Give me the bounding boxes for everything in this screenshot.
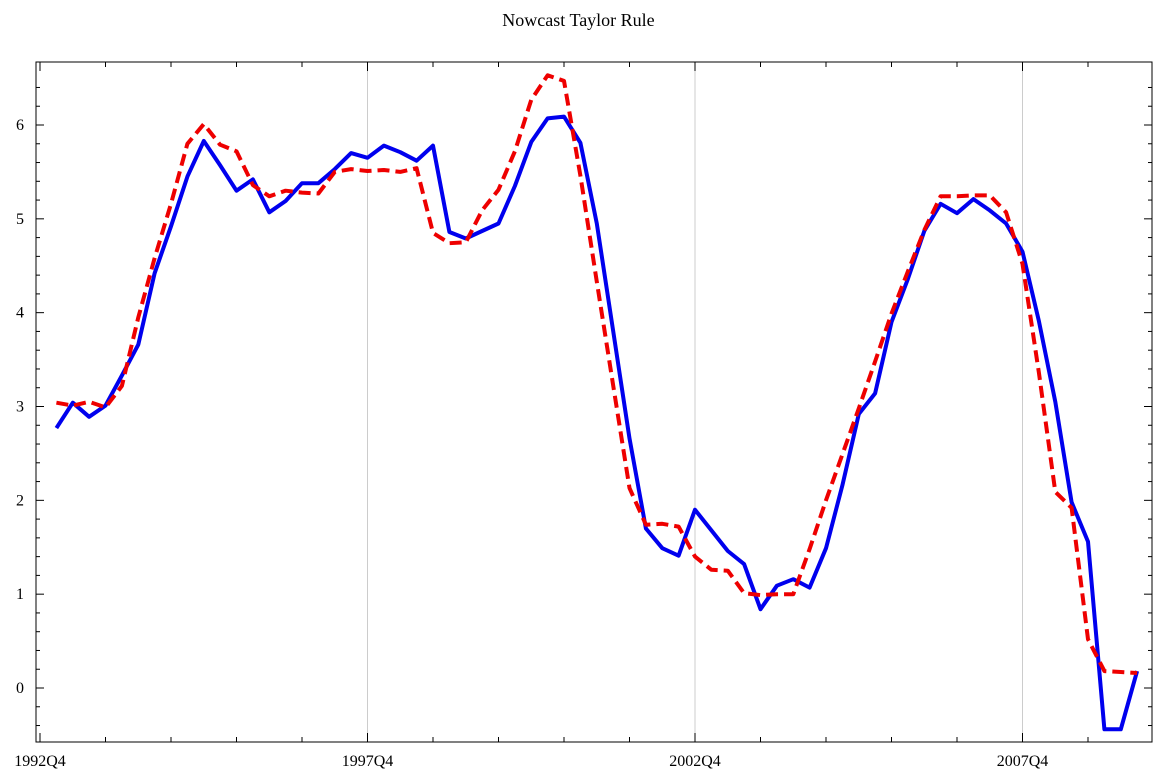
series-line-blue-solid bbox=[54, 114, 1140, 732]
x-tick-label: 1997Q4 bbox=[342, 753, 394, 770]
x-tick-label: 2002Q4 bbox=[669, 753, 721, 770]
series-line-red-dashed bbox=[56, 73, 1138, 675]
x-tick-labels: 1992Q4 1997Q4 2002Q4 2007Q4 bbox=[14, 753, 1048, 770]
x-tick-label: 2007Q4 bbox=[997, 753, 1049, 770]
y-tick-label: 4 bbox=[16, 305, 24, 322]
x-tick-label: 1992Q4 bbox=[14, 753, 66, 770]
series-lines bbox=[54, 73, 1140, 732]
y-tick-label: 0 bbox=[16, 680, 24, 697]
y-tick-label: 3 bbox=[16, 399, 24, 416]
plot-frame bbox=[35, 61, 1153, 743]
y-tick-label: 6 bbox=[16, 117, 24, 134]
y-tick-label: 5 bbox=[16, 211, 24, 228]
y-tick-label: 1 bbox=[16, 586, 24, 603]
grid-lines bbox=[367, 62, 1023, 742]
axis-ticks bbox=[36, 62, 1152, 742]
y-tick-labels: 0 1 2 3 4 5 6 bbox=[16, 117, 24, 697]
y-tick-label: 2 bbox=[16, 492, 24, 509]
chart-title: Nowcast Taylor Rule bbox=[502, 10, 655, 30]
